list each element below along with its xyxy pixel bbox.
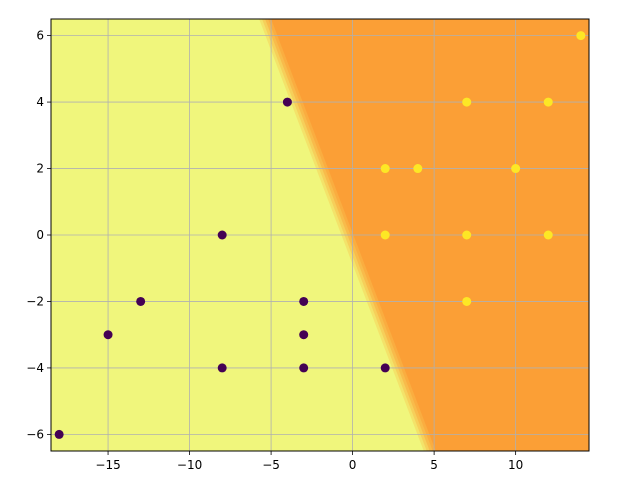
x-tick-label: 10 bbox=[508, 458, 523, 472]
data-point bbox=[282, 97, 292, 107]
data-point bbox=[543, 230, 553, 240]
data-point bbox=[299, 363, 309, 373]
x-tick-label: 5 bbox=[430, 458, 438, 472]
data-point bbox=[380, 363, 390, 373]
data-point bbox=[462, 97, 472, 107]
y-axis-ticks: −6 −4 −2 0 2 4 6 bbox=[26, 29, 51, 441]
data-point bbox=[462, 296, 472, 306]
data-point bbox=[299, 296, 309, 306]
data-point bbox=[217, 363, 227, 373]
y-tick-label: 0 bbox=[36, 228, 44, 242]
data-point bbox=[380, 164, 390, 174]
x-tick-label: 0 bbox=[349, 458, 357, 472]
data-point bbox=[511, 164, 521, 174]
y-tick-label: −2 bbox=[26, 294, 44, 308]
y-tick-label: −4 bbox=[26, 361, 44, 375]
data-point bbox=[462, 230, 472, 240]
y-tick-label: 6 bbox=[36, 29, 44, 43]
grid-lines bbox=[51, 19, 589, 451]
x-tick-label: −5 bbox=[262, 458, 280, 472]
y-tick-label: 4 bbox=[36, 95, 44, 109]
x-tick-label: −10 bbox=[177, 458, 202, 472]
data-point bbox=[54, 429, 64, 439]
data-point bbox=[299, 330, 309, 340]
data-point bbox=[413, 164, 423, 174]
y-tick-label: −6 bbox=[26, 427, 44, 441]
y-tick-label: 2 bbox=[36, 162, 44, 176]
data-point bbox=[380, 230, 390, 240]
x-tick-label: −15 bbox=[95, 458, 120, 472]
data-point bbox=[217, 230, 227, 240]
data-point bbox=[136, 296, 146, 306]
data-points bbox=[54, 31, 586, 439]
data-point bbox=[543, 97, 553, 107]
data-point bbox=[103, 330, 113, 340]
x-axis-ticks: −15 −10 −5 0 5 10 bbox=[95, 451, 523, 472]
data-point bbox=[576, 31, 586, 41]
